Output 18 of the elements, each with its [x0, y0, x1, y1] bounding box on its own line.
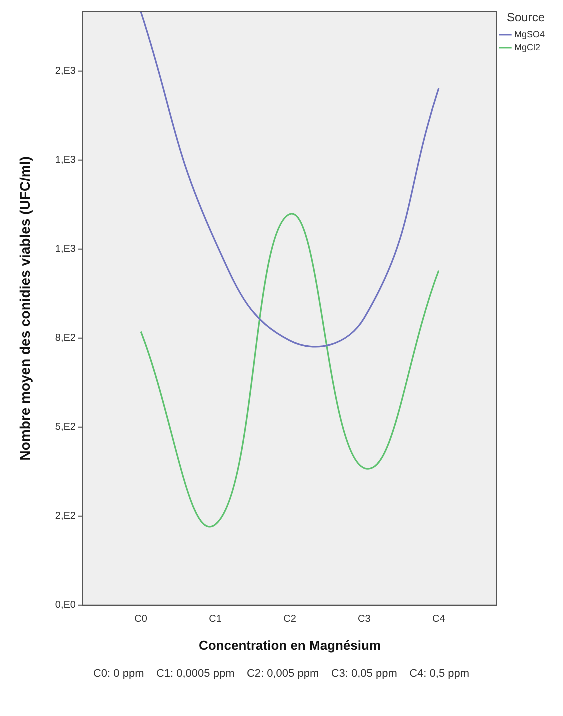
text: 8,E2 [55, 333, 76, 344]
legend-label: MgCl2 [514, 42, 541, 52]
text: 5,E2 [55, 422, 76, 434]
text: 0,E0 [55, 600, 76, 612]
x-tick-label: C4 [432, 614, 446, 626]
x-tick-label: C2 [284, 614, 297, 626]
x-tick-label: C0 [134, 614, 148, 626]
text: 2,E3 [55, 66, 76, 78]
text: 1,E3 [55, 244, 76, 256]
legend-label: MgSO4 [514, 29, 546, 40]
legend-title: Source [506, 10, 546, 24]
text: 1,E3 [55, 155, 76, 166]
x-axis-title: Concentration en Magnésium [198, 638, 382, 653]
x-tick-label: C3 [358, 614, 372, 626]
x-tick-label: C1 [209, 614, 222, 626]
text: C0: 0 ppm C1: 0,0005 ppm C2: 0,005 ppm C3: 0,05 ppm C4: 0,5 ppm [92, 668, 471, 680]
y-axis-title: Nombre moyen des conidies viables (UFC/ml) [16, 156, 33, 461]
text: 2,E2 [55, 511, 76, 522]
